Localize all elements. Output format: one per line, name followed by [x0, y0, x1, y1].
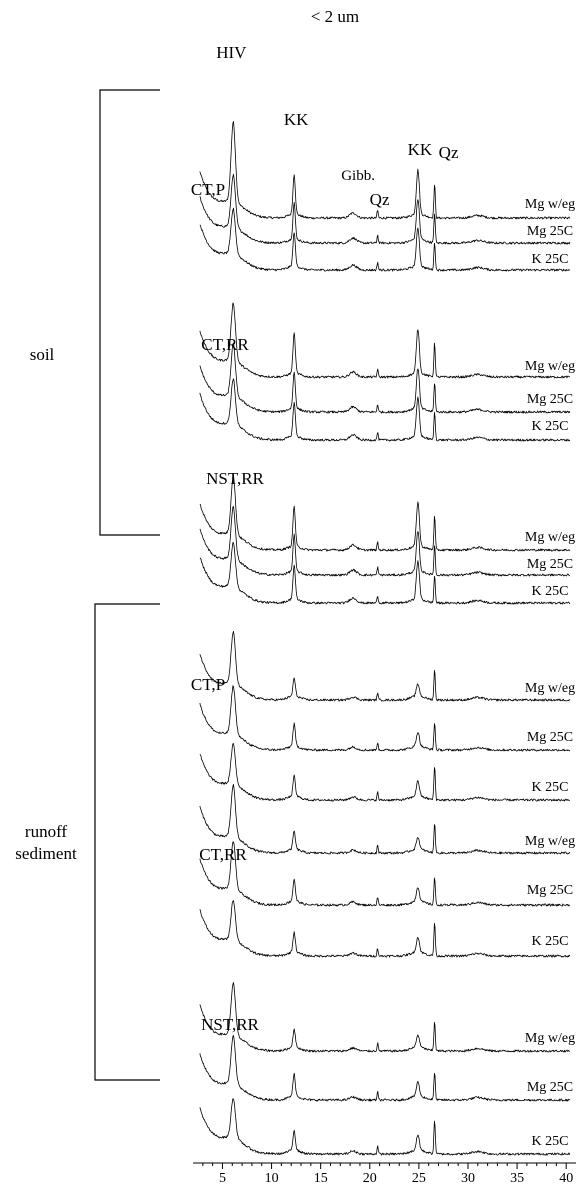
peak-label: Gibb. — [341, 168, 375, 184]
trace-1 — [199, 121, 571, 220]
x-tick-label: 40 — [559, 1171, 573, 1184]
treatment-label: Mg w/eg — [525, 681, 575, 696]
treatment-label: Mg w/eg — [525, 359, 575, 374]
trace-16 — [199, 982, 571, 1053]
trace-10 — [199, 631, 571, 702]
x-tick-label: 30 — [461, 1171, 475, 1184]
treatment-label: K 25C — [532, 252, 569, 267]
treatment-label: Mg 25C — [527, 730, 573, 745]
treatment-label: K 25C — [532, 1134, 569, 1149]
trace-14 — [199, 841, 571, 907]
trace-13 — [199, 784, 571, 855]
trace-8 — [199, 506, 570, 577]
treatment-label: Mg w/eg — [525, 197, 575, 212]
trace-11 — [199, 685, 571, 752]
trace-15 — [199, 900, 571, 958]
sample-label: CT,P — [191, 675, 225, 694]
trace-2 — [199, 173, 571, 245]
treatment-label: Mg 25C — [527, 883, 573, 898]
treatment-label: Mg w/eg — [525, 1031, 575, 1046]
sample-label: CT,RR — [201, 335, 249, 354]
trace-17 — [199, 1035, 570, 1102]
trace-7 — [199, 475, 571, 552]
treatment-label: Mg 25C — [527, 1080, 573, 1095]
treatment-label: K 25C — [532, 934, 569, 949]
chart-title: < 2 um — [311, 7, 359, 26]
sample-label: NST,RR — [201, 1015, 259, 1034]
soil-bracket — [99, 89, 160, 536]
treatment-label: K 25C — [532, 584, 569, 599]
group-label: soil — [30, 345, 55, 364]
sample-label: NST,RR — [206, 469, 264, 488]
x-tick-label: 10 — [265, 1171, 279, 1184]
peak-label: KK — [284, 110, 309, 129]
chart-labels: Mg w/eg Mg 25C K 25C Mg w/eg Mg 25C K 25C Mg w… — [15, 43, 575, 1149]
treatment-label: Mg 25C — [527, 392, 573, 407]
trace-18 — [199, 1098, 571, 1156]
sample-label: CT,P — [191, 180, 225, 199]
x-tick-label: 15 — [314, 1171, 328, 1184]
treatment-label: K 25C — [532, 780, 569, 795]
peak-label: KK — [408, 140, 433, 159]
trace-9 — [199, 542, 571, 605]
trace-3 — [199, 207, 571, 272]
trace-12 — [199, 743, 571, 802]
peak-label: Qz — [370, 190, 390, 209]
trace-5 — [199, 342, 571, 414]
runoff-bracket — [94, 603, 160, 1081]
x-tick-label: 20 — [363, 1171, 377, 1184]
group-label: runoff sediment — [15, 822, 77, 863]
x-tick-label: 5 — [219, 1171, 226, 1184]
treatment-label: Mg w/eg — [525, 834, 575, 849]
trace-6 — [199, 378, 571, 442]
peak-label: HIV — [216, 43, 247, 62]
treatment-label: Mg 25C — [527, 557, 573, 572]
sample-label: CT,RR — [199, 845, 247, 864]
trace-4 — [199, 302, 571, 379]
x-tick-label: 35 — [510, 1171, 524, 1184]
treatment-label: Mg w/eg — [525, 530, 575, 545]
peak-label: Qz — [439, 143, 459, 162]
treatment-label: Mg 25C — [527, 224, 573, 239]
treatment-label: K 25C — [532, 419, 569, 434]
group-brackets — [94, 89, 160, 1081]
x-axis: 5 10 15 20 25 30 35 40 — [193, 1162, 576, 1184]
diffractogram-traces — [199, 121, 571, 1156]
x-tick-label: 25 — [412, 1171, 426, 1184]
